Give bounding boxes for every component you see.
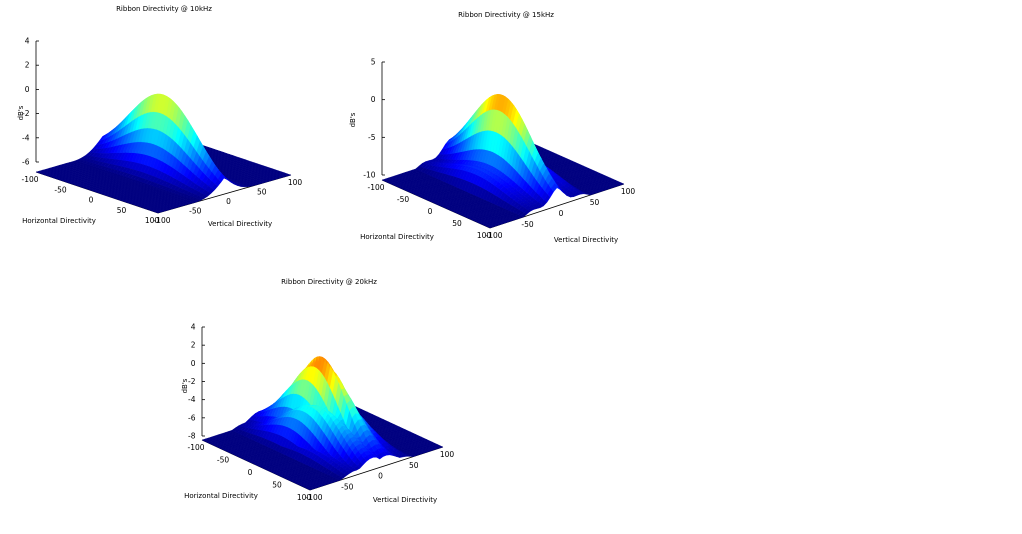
- z-tick-label: -4: [22, 133, 30, 142]
- chart-title: Ribbon Directivity @ 20kHz: [281, 278, 377, 286]
- horizontal-tick-label: -50: [54, 185, 66, 194]
- horizontal-axis-label: Horizontal Directivity: [22, 217, 96, 225]
- z-tick-label: 0: [191, 359, 196, 368]
- z-axis-label: dB's: [181, 378, 189, 393]
- z-tick-label: -10: [363, 171, 375, 180]
- horizontal-tick-label: 50: [117, 206, 127, 215]
- z-tick-label: -6: [22, 158, 30, 167]
- z-tick-label: 2: [191, 341, 196, 350]
- z-tick-label: 2: [25, 61, 30, 70]
- horizontal-tick-label: -100: [187, 443, 204, 452]
- vertical-axis-label: Vertical Directivity: [373, 496, 437, 504]
- vertical-tick-label: -100: [153, 216, 170, 225]
- z-tick-label: 4: [191, 323, 196, 332]
- vertical-tick-label: 50: [590, 198, 600, 207]
- horizontal-tick-label: 0: [248, 468, 253, 477]
- chart-title: Ribbon Directivity @ 15kHz: [458, 11, 554, 19]
- z-tick-label: 4: [25, 37, 30, 46]
- horizontal-axis-label: Horizontal Directivity: [360, 233, 434, 241]
- surface-mesh: [381, 94, 625, 229]
- chart-title: Ribbon Directivity @ 10kHz: [116, 5, 212, 13]
- z-tick-label: 5: [371, 58, 376, 67]
- z-axis-label: dB's: [17, 105, 25, 120]
- vertical-tick-label: -50: [189, 207, 201, 216]
- surface-patch: [617, 182, 625, 186]
- horizontal-tick-label: 100: [477, 231, 492, 240]
- vertical-tick-label: 50: [257, 188, 267, 197]
- z-tick-label: -2: [188, 377, 196, 386]
- vertical-tick-label: -50: [521, 220, 533, 229]
- vertical-tick-label: 0: [559, 209, 564, 218]
- horizontal-axis-label: Horizontal Directivity: [184, 492, 258, 500]
- horizontal-tick-label: -50: [397, 195, 409, 204]
- chart-panel-2: Ribbon Directivity @ 15kHz-10-505-100-50…: [349, 11, 635, 244]
- horizontal-tick-label: 50: [272, 481, 282, 490]
- z-tick-label: 0: [25, 85, 30, 94]
- vertical-tick-label: 100: [440, 450, 455, 459]
- z-tick-label: -6: [188, 413, 196, 422]
- z-axis-label: dB's: [349, 112, 357, 127]
- vertical-tick-label: 0: [226, 197, 231, 206]
- horizontal-tick-label: -50: [217, 456, 229, 465]
- vertical-axis-label: Vertical Directivity: [208, 220, 272, 228]
- z-tick-label: -4: [188, 395, 196, 404]
- horizontal-tick-label: 100: [297, 493, 312, 502]
- vertical-tick-label: -50: [341, 482, 353, 491]
- z-tick-label: -5: [368, 133, 376, 142]
- horizontal-tick-label: -100: [21, 175, 38, 184]
- surface-mesh: [35, 93, 292, 214]
- vertical-axis-label: Vertical Directivity: [554, 236, 618, 244]
- z-tick-label: -8: [188, 432, 196, 441]
- vertical-tick-label: 50: [409, 461, 419, 470]
- surface-mesh: [201, 356, 444, 491]
- surface-patch: [436, 445, 444, 449]
- vertical-tick-label: -100: [485, 231, 502, 240]
- horizontal-tick-label: 0: [89, 196, 94, 205]
- horizontal-tick-label: 50: [452, 219, 462, 228]
- chart-panel-1: Ribbon Directivity @ 10kHz -6 -4 -2 0 2 4 -100 -…: [17, 5, 302, 228]
- surface-patch: [283, 173, 292, 177]
- vertical-tick-label: -100: [305, 493, 322, 502]
- vertical-tick-label: 0: [378, 472, 383, 481]
- vertical-tick-label: 100: [288, 178, 303, 187]
- vertical-tick-label: 100: [621, 187, 636, 196]
- z-tick-label: 0: [371, 95, 376, 104]
- horizontal-tick-label: 0: [428, 207, 433, 216]
- horizontal-tick-label: -100: [367, 183, 384, 192]
- chart-panel-3: Ribbon Directivity @ 20kHz -8 -6 -4 -2 0 2 4 -10…: [181, 278, 454, 504]
- horizontal-tick-label: 100: [145, 216, 160, 225]
- z-tick-label: -2: [22, 109, 30, 118]
